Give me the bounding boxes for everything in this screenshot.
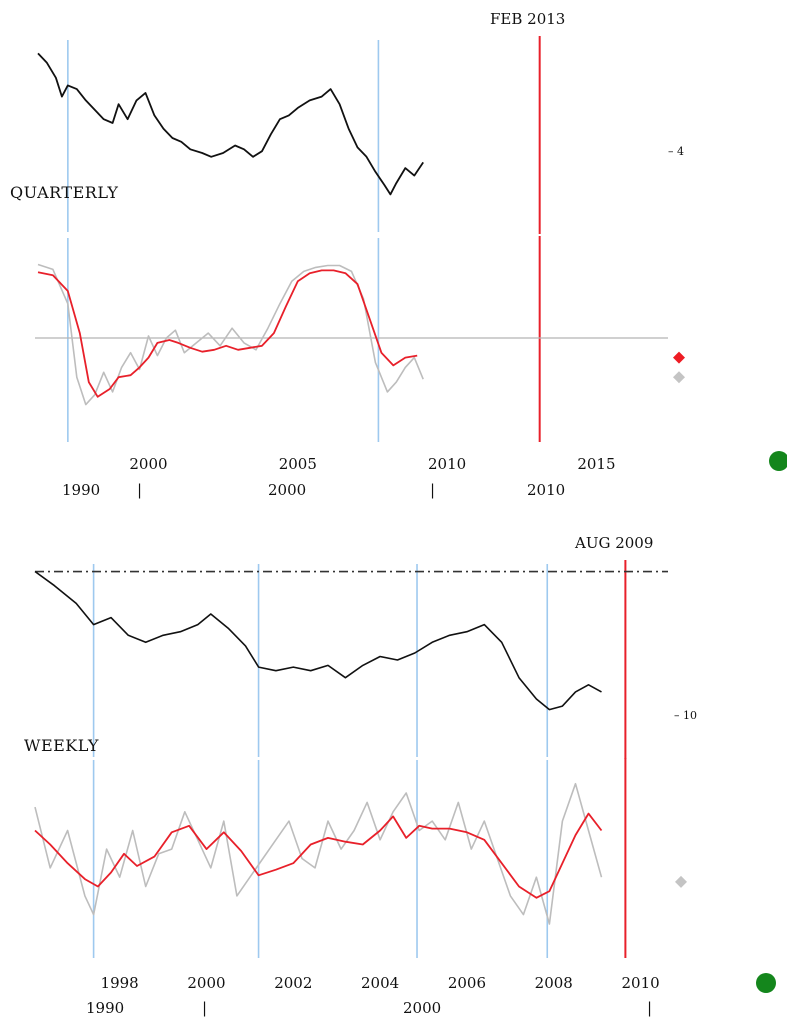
x-axis-ticks: 2000 2005 2010 2015 (129, 455, 615, 473)
secondary-tick-label: 2000 (403, 999, 441, 1017)
side-markers (675, 875, 687, 888)
x-tick-label: 2008 (535, 974, 573, 992)
status-dot (769, 451, 787, 471)
secondary-tick-label: 2000 (268, 481, 306, 499)
x-tick-label: 2015 (577, 455, 615, 473)
weekly-chart: 1998 2000 2002 2004 2006 2008 2010 WEEKLY AUG … (24, 534, 776, 1017)
price-line (37, 52, 424, 196)
cursor-label: FEB 2013 (490, 10, 565, 28)
oscillator-series (37, 263, 424, 406)
x-tick-label: 2006 (448, 974, 486, 992)
quarterly-chart: 2000 2005 2010 2015 QUARTERLY FEB 2013 – 4 … (10, 10, 787, 499)
red-diamond-marker (673, 351, 685, 364)
x-tick-label: 2010 (621, 974, 659, 992)
grey-diamond-marker (675, 875, 687, 888)
status-dot (756, 973, 776, 993)
x-tick-label: 2002 (274, 974, 312, 992)
price-line (34, 570, 602, 711)
secondary-tick-label: | (430, 481, 435, 499)
raw-oscillator-line (37, 263, 424, 406)
secondary-tick-label: 1990 (62, 481, 100, 499)
chart-label: QUARTERLY (10, 183, 119, 202)
side-label: – 10 (674, 709, 697, 722)
x-axis-ticks: 1998 2000 2002 2004 2006 2008 2010 (101, 974, 660, 992)
recession-markers (67, 40, 380, 442)
x-tick-label: 1998 (101, 974, 139, 992)
side-label: – 4 (668, 145, 684, 158)
x-tick-label: 2004 (361, 974, 399, 992)
secondary-tick-label: | (202, 999, 207, 1017)
secondary-tick-label: | (647, 999, 652, 1017)
price-series (34, 570, 602, 711)
secondary-tick-label: 2010 (527, 481, 565, 499)
x-tick-label: 2005 (279, 455, 317, 473)
oscillator-series (34, 782, 603, 925)
smoothed-oscillator-line (34, 812, 603, 899)
x-tick-label: 2010 (428, 455, 466, 473)
cursor-label: AUG 2009 (574, 534, 653, 552)
x-tick-label: 2000 (129, 455, 167, 473)
smoothed-oscillator-line (37, 269, 418, 398)
grey-diamond-marker (673, 371, 685, 384)
secondary-tick-label: 1990 (86, 999, 124, 1017)
chart-label: WEEKLY (24, 736, 99, 755)
recession-markers (92, 564, 549, 958)
side-markers (673, 351, 685, 384)
x-tick-label: 2000 (187, 974, 225, 992)
price-series (37, 52, 424, 196)
raw-oscillator-line (34, 782, 603, 925)
secondary-tick-label: | (137, 481, 142, 499)
